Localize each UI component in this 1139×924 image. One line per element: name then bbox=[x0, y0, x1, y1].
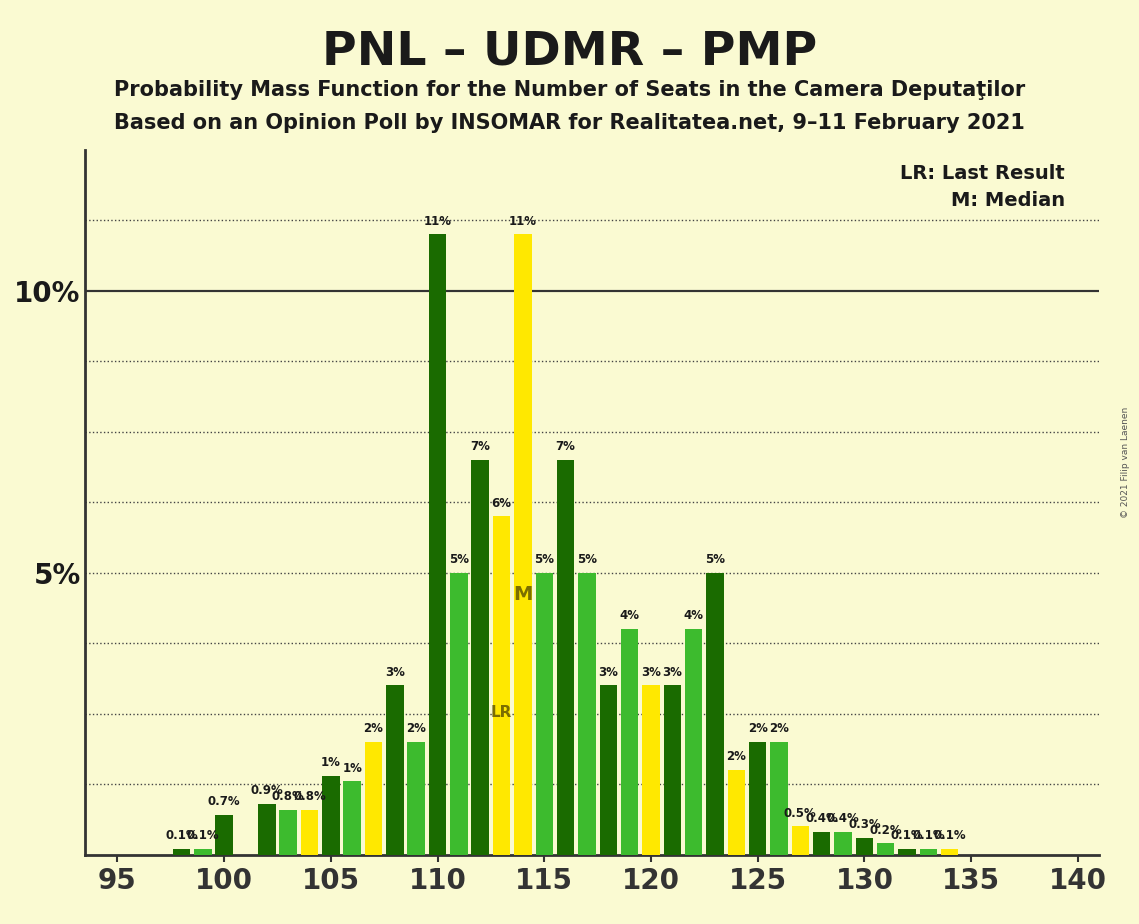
Text: 4%: 4% bbox=[683, 609, 704, 623]
Text: 0.8%: 0.8% bbox=[272, 790, 304, 803]
Text: 0.7%: 0.7% bbox=[207, 796, 240, 808]
Bar bbox=[259, 804, 276, 855]
Text: 3%: 3% bbox=[641, 665, 661, 679]
Text: 3%: 3% bbox=[385, 665, 404, 679]
Bar bbox=[493, 517, 510, 855]
Text: 2%: 2% bbox=[407, 723, 426, 736]
Text: 2%: 2% bbox=[363, 723, 384, 736]
Text: 7%: 7% bbox=[556, 440, 575, 453]
Bar bbox=[322, 776, 339, 855]
Text: Based on an Opinion Poll by INSOMAR for Realitatea.net, 9–11 February 2021: Based on an Opinion Poll by INSOMAR for … bbox=[114, 113, 1025, 133]
Bar bbox=[428, 235, 446, 855]
Text: 7%: 7% bbox=[470, 440, 490, 453]
Text: LR: LR bbox=[491, 705, 513, 720]
Bar bbox=[706, 573, 723, 855]
Text: 6%: 6% bbox=[492, 496, 511, 509]
Text: 0.1%: 0.1% bbox=[187, 830, 219, 843]
Text: 0.1%: 0.1% bbox=[165, 830, 198, 843]
Bar bbox=[279, 809, 297, 855]
Text: 4%: 4% bbox=[620, 609, 640, 623]
Text: 2%: 2% bbox=[769, 723, 789, 736]
Text: Probability Mass Function for the Number of Seats in the Camera Deputaţilor: Probability Mass Function for the Number… bbox=[114, 80, 1025, 101]
Text: 5%: 5% bbox=[705, 553, 726, 565]
Text: 0.4%: 0.4% bbox=[827, 812, 860, 825]
Bar bbox=[215, 815, 232, 855]
Bar bbox=[919, 849, 937, 855]
Bar bbox=[579, 573, 596, 855]
Bar bbox=[472, 460, 489, 855]
Text: 0.1%: 0.1% bbox=[912, 830, 944, 843]
Bar bbox=[770, 742, 788, 855]
Text: 3%: 3% bbox=[663, 665, 682, 679]
Bar bbox=[301, 809, 318, 855]
Bar bbox=[792, 826, 809, 855]
Text: 0.9%: 0.9% bbox=[251, 784, 284, 797]
Text: 5%: 5% bbox=[449, 553, 469, 565]
Text: M: Median: M: Median bbox=[951, 191, 1065, 211]
Text: 0.1%: 0.1% bbox=[934, 830, 966, 843]
Text: 1%: 1% bbox=[321, 756, 341, 769]
Text: 0.8%: 0.8% bbox=[293, 790, 326, 803]
Bar bbox=[194, 849, 212, 855]
Bar bbox=[386, 686, 403, 855]
Bar bbox=[664, 686, 681, 855]
Text: 0.2%: 0.2% bbox=[869, 823, 902, 836]
Text: 3%: 3% bbox=[598, 665, 618, 679]
Bar bbox=[941, 849, 959, 855]
Bar bbox=[728, 770, 745, 855]
Bar bbox=[514, 235, 532, 855]
Bar bbox=[834, 833, 852, 855]
Bar bbox=[599, 686, 617, 855]
Text: 0.1%: 0.1% bbox=[891, 830, 924, 843]
Text: 2%: 2% bbox=[727, 750, 746, 763]
Text: 5%: 5% bbox=[534, 553, 555, 565]
Bar bbox=[621, 629, 638, 855]
Bar bbox=[450, 573, 468, 855]
Bar bbox=[749, 742, 767, 855]
Text: LR: Last Result: LR: Last Result bbox=[900, 164, 1065, 183]
Text: 11%: 11% bbox=[509, 214, 536, 227]
Text: 0.3%: 0.3% bbox=[849, 818, 880, 831]
Bar bbox=[408, 742, 425, 855]
Bar bbox=[344, 782, 361, 855]
Text: 1%: 1% bbox=[342, 761, 362, 774]
Text: 5%: 5% bbox=[577, 553, 597, 565]
Bar bbox=[685, 629, 703, 855]
Bar bbox=[899, 849, 916, 855]
Bar bbox=[364, 742, 383, 855]
Text: M: M bbox=[514, 585, 533, 603]
Text: 11%: 11% bbox=[424, 214, 451, 227]
Bar bbox=[855, 838, 874, 855]
Text: 0.4%: 0.4% bbox=[805, 812, 838, 825]
Bar bbox=[173, 849, 190, 855]
Text: © 2021 Filip van Laenen: © 2021 Filip van Laenen bbox=[1121, 407, 1130, 517]
Text: 2%: 2% bbox=[747, 723, 768, 736]
Bar bbox=[813, 833, 830, 855]
Bar bbox=[557, 460, 574, 855]
Bar bbox=[877, 844, 894, 855]
Text: 0.5%: 0.5% bbox=[784, 807, 817, 820]
Bar bbox=[535, 573, 554, 855]
Text: PNL – UDMR – PMP: PNL – UDMR – PMP bbox=[322, 30, 817, 75]
Bar bbox=[642, 686, 659, 855]
